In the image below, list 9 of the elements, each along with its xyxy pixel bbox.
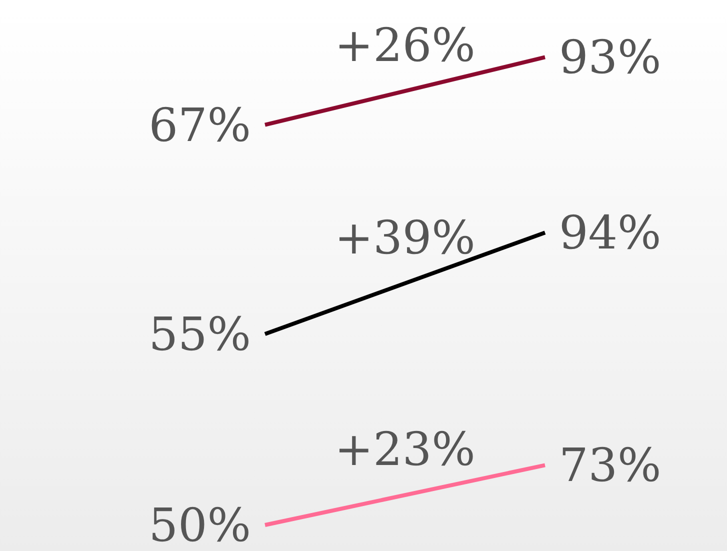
data-label: 94%	[559, 206, 662, 260]
data-label: 93%	[559, 30, 662, 84]
data-label: 55%	[148, 307, 251, 361]
data-label: 73%	[559, 438, 662, 492]
data-label: 50%	[148, 498, 251, 551]
annotation: +39%	[334, 210, 476, 264]
annotation: +23%	[334, 422, 476, 476]
data-label: 67%	[148, 98, 251, 152]
annotation: +26%	[334, 18, 476, 72]
